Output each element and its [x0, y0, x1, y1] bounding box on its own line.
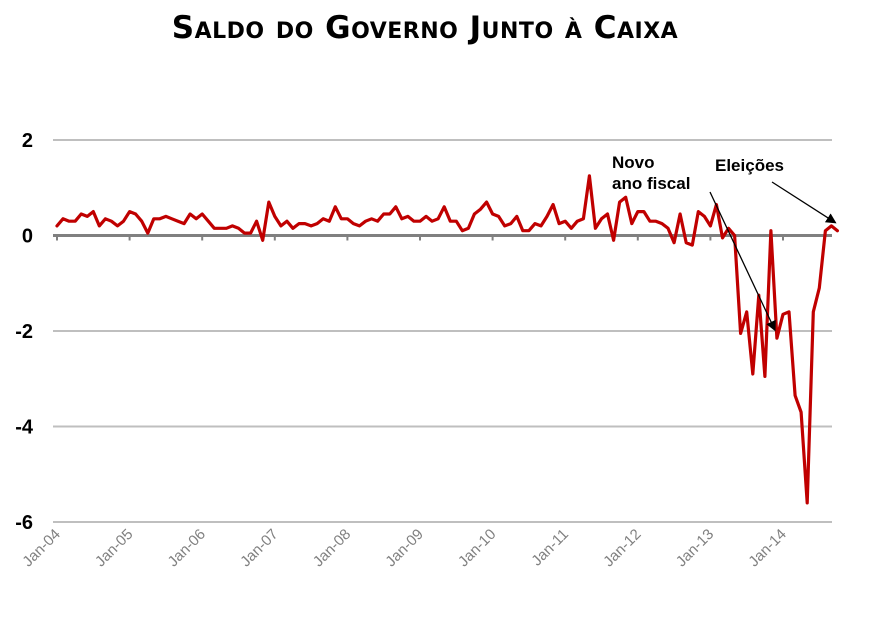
x-tick-label: Jan-05: [92, 526, 136, 570]
x-tick-label: Jan-14: [745, 526, 789, 570]
x-tick-label: Jan-06: [165, 526, 209, 570]
y-tick-label: -2: [15, 321, 33, 343]
y-tick-label: -4: [15, 417, 34, 439]
annotation-arrow: [709, 191, 776, 332]
x-tick-label: Jan-13: [673, 526, 717, 570]
chart-title: Saldo do Governo Junto à Caixa: [171, 10, 679, 46]
annotations: Novo ano fiscal Eleições: [612, 153, 837, 332]
annotation-arrow: [771, 181, 837, 224]
x-tick-label: Jan-09: [382, 526, 426, 570]
y-tick-label: 2: [22, 130, 33, 152]
annotation-label: Novo ano fiscal: [612, 153, 690, 193]
x-axis-ticks: Jan-04 Jan-05 Jan-06 Jan-07 Jan-08 Jan-09 Jan-…: [19, 235, 790, 570]
annotation-line: ano fiscal: [612, 174, 690, 193]
y-axis-ticks: 2 0 -2 -4 -6: [15, 130, 34, 534]
x-tick-label: Jan-10: [455, 526, 499, 570]
x-tick-label: Jan-08: [310, 526, 354, 570]
x-tick-label: Jan-11: [528, 526, 572, 570]
series-line: [55, 174, 840, 505]
annotation-label: Eleições: [715, 156, 784, 175]
y-tick-label: -6: [15, 512, 33, 534]
annotation-line: Eleições: [715, 156, 784, 175]
x-tick-label: Jan-12: [600, 526, 644, 570]
annotation-line: Novo: [612, 153, 655, 172]
x-tick-label: Jan-07: [237, 526, 281, 570]
grid-lines: [53, 139, 832, 523]
y-tick-label: 0: [22, 226, 33, 248]
series-line-group: [55, 174, 840, 505]
